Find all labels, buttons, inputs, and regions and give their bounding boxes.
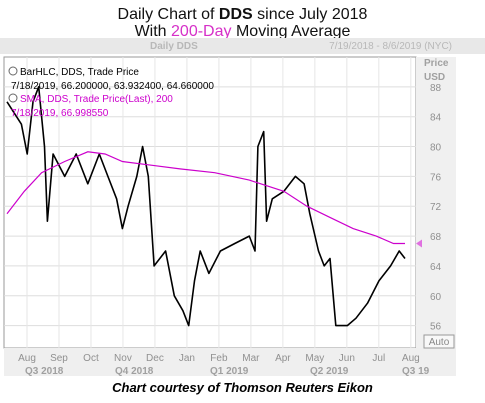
price-chart: Daily DDS 7/19/2018 - 8/6/2019 (NYC) Pri…: [0, 38, 485, 377]
x-tick-label: Jul: [372, 353, 385, 364]
x-tick-label: Feb: [210, 353, 228, 364]
x-tick-label: Dec: [146, 353, 164, 364]
quarter-label: Q3 2018: [25, 366, 64, 377]
axis-title-price: Price: [424, 58, 449, 69]
y-tick-label: 88: [430, 83, 442, 94]
x-tick-label: Nov: [114, 353, 132, 364]
y-tick-label: 68: [430, 232, 442, 243]
subtitle-highlight: 200-Day: [171, 23, 232, 40]
x-tick-label: May: [305, 353, 324, 364]
quarter-label: Q3 19: [402, 366, 430, 377]
title-prefix: Daily Chart of: [117, 6, 219, 23]
y-tick-labels: 56 60 64 68 72 76 80 84 88: [430, 83, 442, 333]
y-tick-label: 64: [430, 262, 442, 273]
legend-price-detail: 7/18/2019, 66.200000, 63.932400, 64.6600…: [11, 81, 214, 92]
quarter-label: Q1 2019: [210, 366, 249, 377]
x-tick-label: Jan: [179, 353, 195, 364]
chart-title-line-2: With 200-Day Moving Average: [0, 23, 485, 41]
subtitle-suffix: Moving Average: [231, 23, 351, 40]
sma-series: [6, 151, 405, 245]
y-tick-label: 72: [430, 202, 442, 213]
price-series: [6, 85, 406, 327]
x-tick-label: Apr: [275, 353, 291, 364]
title-suffix: since July 2018: [252, 6, 368, 23]
chart-header-bar: [0, 38, 485, 54]
y-tick-label: 76: [430, 172, 442, 183]
quarter-labels: Q3 2018 Q4 2018 Q1 2019 Q2 2019 Q3 19: [25, 366, 430, 377]
x-tick-label: Aug: [402, 353, 420, 364]
x-axis-panel: [4, 348, 456, 376]
y-tick-label: 56: [430, 322, 442, 333]
y-tick-label: 84: [430, 113, 442, 124]
x-tick-label: Oct: [83, 353, 99, 364]
x-tick-label: Jun: [339, 353, 355, 364]
title-ticker: DDS: [218, 6, 253, 23]
legend-marker-price: [8, 66, 18, 76]
gridlines: [4, 57, 416, 348]
quarter-label: Q4 2018: [115, 366, 154, 377]
date-range: 7/19/2018 - 8/6/2019 (NYC): [329, 41, 452, 52]
legend-price-name: BarHLC, DDS, Trade Price: [20, 67, 139, 78]
quarter-label: Q2 2019: [310, 366, 349, 377]
chart-title-line-1: Daily Chart of DDS since July 2018: [0, 6, 485, 24]
y-tick-label: 60: [430, 292, 442, 303]
axis-title-usd: USD: [424, 72, 445, 83]
legend-sma-name: SMA, DDS, Trade Price(Last), 200: [20, 94, 173, 105]
auto-scale-label: Auto: [429, 337, 450, 348]
y-axis-panel: [416, 57, 456, 348]
x-tick-label: Mar: [242, 353, 260, 364]
last-value-marker: [416, 239, 422, 248]
chart-credit: Chart courtesy of Thomson Reuters Eikon: [112, 380, 373, 395]
subtitle-prefix: With: [134, 23, 172, 40]
y-tick-label: 80: [430, 143, 442, 154]
legend-sma-detail: 7/18/2019, 66.998550: [11, 108, 109, 119]
legend: BarHLC, DDS, Trade Price 7/18/2019, 66.2…: [8, 66, 214, 119]
legend-marker-sma: [8, 93, 18, 103]
x-tick-labels: Aug Sep Oct Nov Dec Jan Feb Mar Apr May Jun Jul Aug: [18, 353, 420, 364]
x-tick-label: Sep: [50, 353, 68, 364]
auto-scale-button[interactable]: [423, 334, 455, 349]
chart-label: Daily DDS: [150, 41, 198, 52]
x-tick-label: Aug: [18, 353, 36, 364]
